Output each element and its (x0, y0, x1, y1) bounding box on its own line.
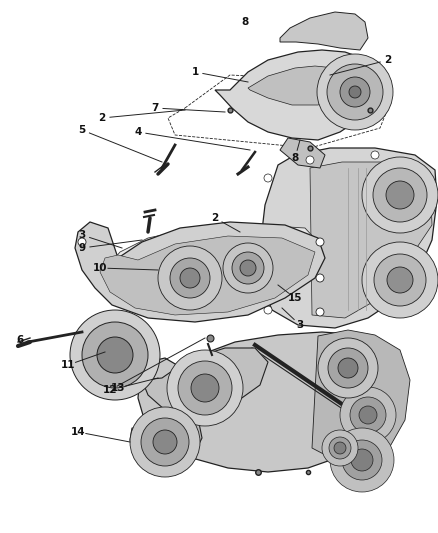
Text: 13: 13 (111, 383, 125, 393)
Polygon shape (280, 12, 368, 50)
Circle shape (223, 243, 273, 293)
Text: 15: 15 (288, 293, 302, 303)
Circle shape (349, 86, 361, 98)
Circle shape (359, 406, 377, 424)
Circle shape (232, 252, 264, 284)
Circle shape (264, 174, 272, 182)
Circle shape (191, 374, 219, 402)
Circle shape (97, 337, 133, 373)
Polygon shape (142, 348, 268, 415)
Polygon shape (138, 332, 408, 472)
Text: 2: 2 (385, 55, 392, 65)
Circle shape (387, 267, 413, 293)
Circle shape (334, 442, 346, 454)
Circle shape (316, 238, 324, 246)
Text: 3: 3 (297, 320, 304, 330)
Polygon shape (248, 66, 350, 105)
Circle shape (167, 350, 243, 426)
Circle shape (141, 418, 189, 466)
Text: 2: 2 (99, 113, 106, 123)
Text: 9: 9 (78, 243, 85, 253)
Circle shape (322, 430, 358, 466)
Circle shape (340, 77, 370, 107)
Text: 8: 8 (291, 153, 299, 163)
Circle shape (342, 440, 382, 480)
Circle shape (316, 274, 324, 282)
Circle shape (316, 308, 324, 316)
Text: 4: 4 (134, 127, 141, 137)
Circle shape (158, 246, 222, 310)
Circle shape (373, 168, 427, 222)
Text: 10: 10 (93, 263, 107, 273)
Text: 11: 11 (61, 360, 75, 370)
Circle shape (386, 181, 414, 209)
Circle shape (268, 244, 276, 252)
Circle shape (130, 407, 200, 477)
Text: 1: 1 (191, 67, 198, 77)
Circle shape (240, 260, 256, 276)
Text: 6: 6 (16, 335, 24, 345)
Text: 12: 12 (103, 385, 117, 395)
Circle shape (78, 238, 86, 246)
Circle shape (170, 258, 210, 298)
Circle shape (340, 387, 396, 443)
Circle shape (328, 348, 368, 388)
Polygon shape (115, 225, 318, 272)
Circle shape (371, 151, 379, 159)
Text: 5: 5 (78, 125, 85, 135)
Circle shape (70, 310, 160, 400)
Text: 2: 2 (212, 213, 219, 223)
Circle shape (317, 54, 393, 130)
Circle shape (338, 358, 358, 378)
Polygon shape (260, 148, 437, 328)
Circle shape (306, 156, 314, 164)
Circle shape (330, 428, 394, 492)
Polygon shape (130, 410, 202, 472)
Circle shape (318, 338, 378, 398)
Text: 3: 3 (78, 230, 85, 240)
Circle shape (329, 437, 351, 459)
Text: 8: 8 (241, 17, 249, 27)
Circle shape (180, 268, 200, 288)
Circle shape (178, 361, 232, 415)
Circle shape (350, 397, 386, 433)
Circle shape (264, 306, 272, 314)
Polygon shape (215, 50, 378, 140)
Circle shape (351, 449, 373, 471)
Polygon shape (312, 330, 410, 465)
Circle shape (362, 157, 438, 233)
Circle shape (153, 430, 177, 454)
Polygon shape (100, 236, 315, 315)
Text: 7: 7 (151, 103, 159, 113)
Circle shape (327, 64, 383, 120)
Circle shape (82, 322, 148, 388)
Polygon shape (310, 162, 432, 318)
Polygon shape (280, 138, 325, 168)
Circle shape (374, 254, 426, 306)
Text: 14: 14 (71, 427, 85, 437)
Polygon shape (75, 222, 325, 322)
Circle shape (362, 242, 438, 318)
